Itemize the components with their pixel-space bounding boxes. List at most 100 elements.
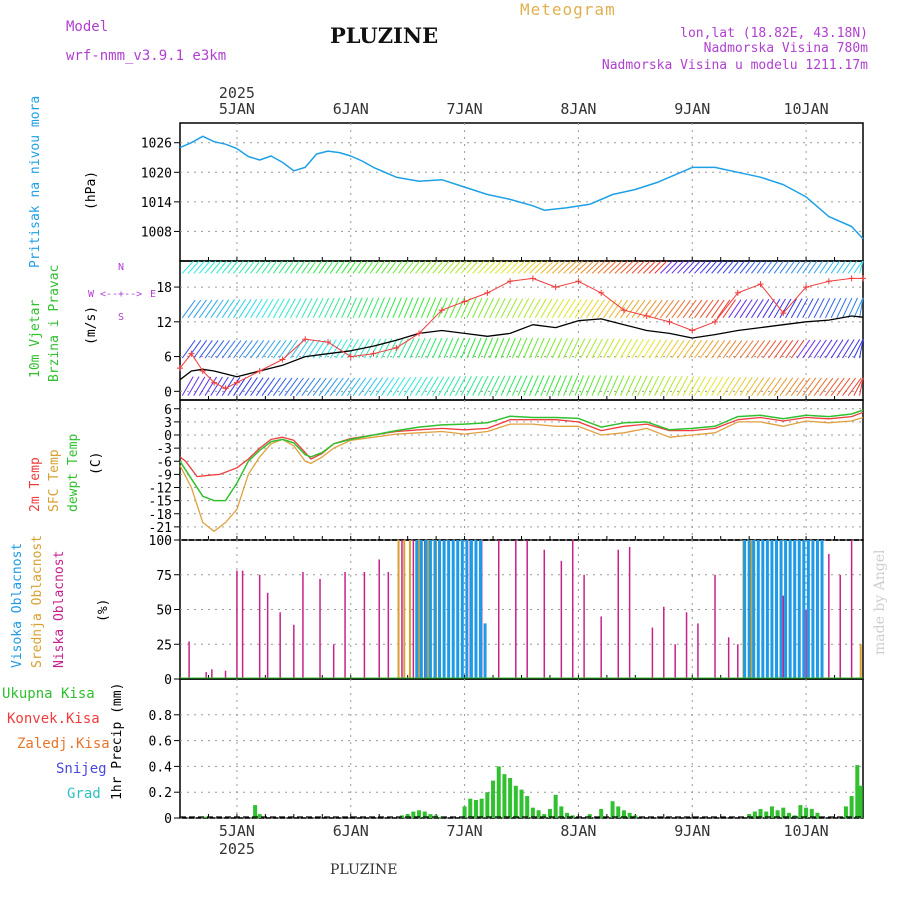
wind-barb: [506, 375, 517, 396]
wind-barb: [591, 299, 605, 319]
model-label: Model: [66, 19, 109, 35]
wind-barb: [842, 339, 855, 359]
clouds-ytick-label: 50: [156, 604, 172, 619]
cloud-bar-visoka: [419, 540, 423, 678]
wind-barb: [198, 340, 213, 359]
wind-barb: [318, 297, 330, 319]
precip-bar: [496, 766, 501, 818]
wind-barb: [210, 260, 222, 274]
wind-barb: [620, 260, 634, 274]
wind-barb: [278, 339, 293, 359]
wind-barb: [853, 377, 864, 396]
wind-barb: [512, 260, 526, 274]
precip-bar: [485, 792, 490, 818]
wind-barb: [210, 340, 225, 359]
precip-bar: [547, 808, 552, 818]
wind-barb: [381, 377, 395, 396]
cloud-bar-niska: [497, 540, 500, 678]
wind-barb: [546, 375, 556, 396]
wind-barb: [472, 337, 482, 359]
wind-barb: [773, 260, 784, 274]
wind-barb: [546, 337, 557, 359]
cloud-bar-visoka: [483, 623, 487, 678]
wind-barb: [483, 297, 495, 319]
gust-point: [757, 281, 764, 288]
wind-barb: [659, 375, 671, 396]
wind-barb: [654, 260, 668, 274]
precip-ytick-label: 0: [164, 812, 172, 827]
wind-barb: [557, 375, 567, 396]
wind-barb: [540, 337, 551, 359]
wind-barb: [574, 260, 589, 274]
wind-barb: [733, 260, 745, 274]
wind-barb: [779, 340, 794, 359]
wind-barb: [466, 297, 477, 319]
wind-barb: [637, 339, 650, 359]
cloud-bar-niska: [727, 637, 730, 678]
wind-barb: [449, 260, 462, 274]
wind-barb: [802, 377, 817, 396]
wind-barb: [807, 339, 822, 359]
wind-barb: [739, 299, 753, 319]
wind-barb: [768, 298, 781, 319]
wind-barb: [477, 260, 491, 274]
wind-barb: [807, 377, 822, 396]
wind-barb: [597, 299, 611, 319]
wind-barb: [620, 338, 633, 359]
bottom-day-label: 6JAN: [333, 822, 369, 840]
page-title: PLUZINE: [330, 23, 439, 48]
pressure-ytick-label: 1020: [141, 166, 172, 181]
wind-barb: [625, 260, 640, 274]
wind-barb: [227, 299, 241, 319]
wind-barb: [813, 260, 824, 274]
wind-barb: [847, 377, 862, 396]
wind-barb: [597, 338, 609, 359]
bottom-title: PLUZINE: [330, 862, 398, 878]
wind-barb: [455, 376, 467, 396]
wind-barb: [568, 299, 582, 319]
temperature-ytick-label: -9: [156, 468, 172, 483]
legend-konvek: Konvek.Kisa: [7, 711, 100, 727]
wind-barb: [181, 339, 196, 359]
cloud-bar-niska: [319, 578, 321, 678]
wind-barb: [472, 375, 483, 396]
wind-barb: [489, 297, 500, 319]
wind-barb: [597, 375, 607, 396]
station-elevation: Nadmorska Visina 780m: [703, 41, 868, 56]
precip-bar: [815, 812, 820, 818]
product-name: Meteogram: [520, 0, 616, 19]
wind-barb: [500, 375, 511, 396]
top-day-label: 6JAN: [333, 100, 369, 118]
cloud-bar-niska: [782, 595, 785, 678]
wind-barb: [807, 298, 820, 319]
wind-barb: [449, 297, 460, 319]
wind-barb: [790, 377, 805, 396]
wind-barb: [398, 297, 408, 319]
model-name: wrf-nmm_v3.9.1 e3km: [66, 48, 227, 64]
wind-barb: [580, 260, 595, 274]
wind-barb: [733, 299, 748, 319]
wind-barb: [665, 260, 679, 274]
wind-barb: [426, 376, 439, 396]
wind-barb: [432, 297, 442, 319]
wind-barb: [272, 298, 285, 319]
wind-barb: [819, 298, 831, 319]
wind-barb: [460, 337, 471, 359]
gust-point: [620, 307, 627, 314]
cloud-bar-niska: [515, 540, 517, 678]
precip-bar: [764, 811, 769, 818]
wind-barb: [238, 340, 253, 359]
top-day-label: 5JAN: [219, 100, 255, 118]
wind-barb: [620, 299, 634, 319]
wind-barb: [466, 337, 476, 359]
cloud-bar-visoka: [465, 540, 469, 678]
precip-bar: [787, 812, 792, 818]
precip-bar: [468, 798, 473, 818]
wind-barb: [289, 298, 302, 319]
wind-barb: [825, 260, 835, 274]
wind-barb: [250, 260, 261, 274]
wind-barb: [375, 338, 387, 359]
wind-barb: [574, 375, 585, 396]
wind-barb: [796, 298, 809, 319]
cloud-bar-visoka: [469, 540, 473, 678]
